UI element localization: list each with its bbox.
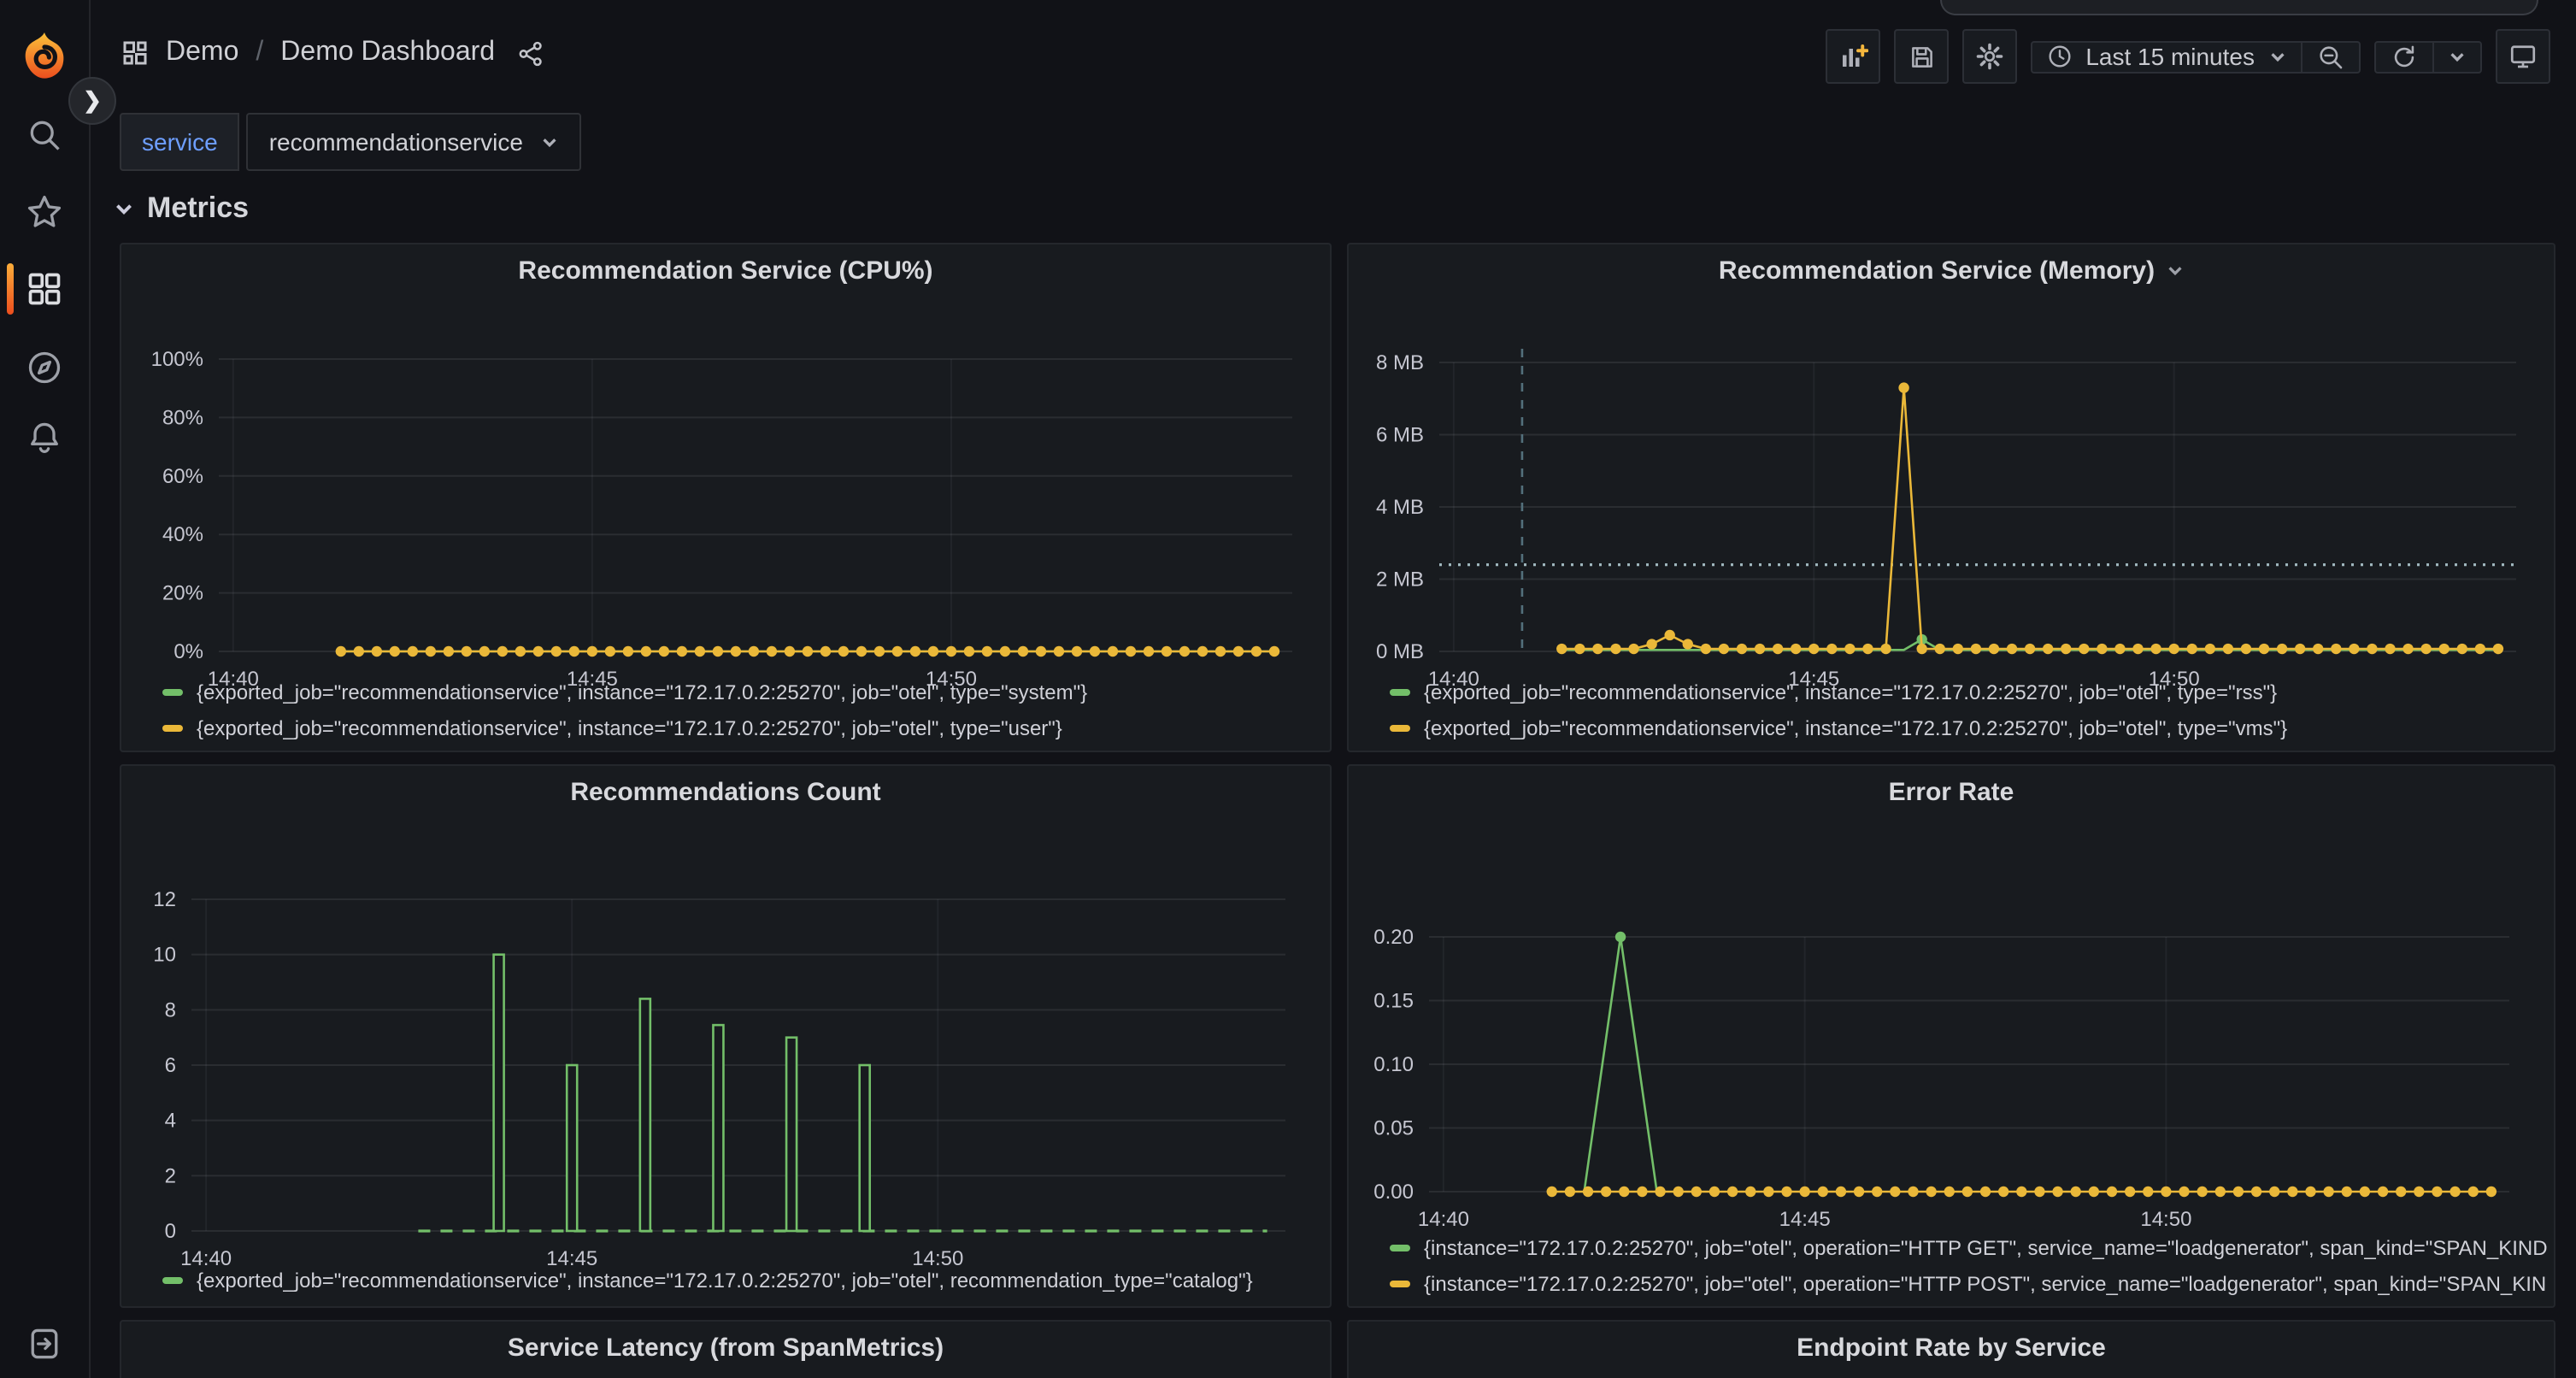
panel-endpoint-rate: Endpoint Rate by Service: [1347, 1320, 2555, 1378]
svg-text:10: 10: [153, 944, 176, 967]
svg-text:0.00: 0.00: [1373, 1181, 1414, 1204]
dashboard-toolbar: Last 15 minutes: [1826, 29, 2550, 84]
svg-text:80%: 80%: [162, 406, 203, 429]
dashboard-settings-gear-icon[interactable]: [1962, 29, 2017, 84]
panel-title[interactable]: Endpoint Rate by Service: [1349, 1334, 2554, 1363]
memory-chart[interactable]: 0 MB2 MB4 MB6 MB8 MB14:4014:4514:50: [1350, 296, 2552, 703]
panel-legend: {exported_job="recommendationservice", i…: [162, 674, 1323, 745]
legend-item[interactable]: {exported_job="recommendationservice", i…: [162, 674, 1323, 710]
panel-cpu: Recommendation Service (CPU%) 0% 20% 40% 60…: [120, 243, 1332, 752]
svg-text:40%: 40%: [162, 523, 203, 546]
svg-text:20%: 20%: [162, 582, 203, 605]
legend-item[interactable]: {instance="172.17.0.2:25270", job="otel"…: [1390, 1229, 2547, 1265]
chevron-down-icon: [2448, 47, 2467, 66]
breadcrumb-section[interactable]: Demo: [166, 38, 238, 68]
section-title: Metrics: [147, 191, 249, 226]
panel-title[interactable]: Recommendation Service (CPU%): [121, 256, 1330, 286]
breadcrumb-page[interactable]: Demo Dashboard: [280, 38, 495, 68]
variable-selected-value: recommendationservice: [269, 128, 523, 156]
svg-text:4 MB: 4 MB: [1376, 496, 1424, 519]
star-icon[interactable]: [26, 193, 63, 231]
time-range-picker[interactable]: Last 15 minutes: [2032, 42, 2301, 71]
grafana-logo[interactable]: [19, 31, 70, 82]
chevron-down-icon: [540, 132, 559, 151]
variable-value-dropdown[interactable]: recommendationservice: [247, 113, 581, 171]
dashboard-grid-icon: [120, 38, 150, 68]
breadcrumb: Demo / Demo Dashboard: [120, 38, 544, 68]
svg-text:6 MB: 6 MB: [1376, 424, 1424, 447]
panel-title[interactable]: Recommendation Service (Memory): [1349, 256, 2554, 286]
active-section-indicator: [7, 263, 14, 315]
metrics-section-header[interactable]: Metrics: [113, 191, 249, 226]
svg-text:60%: 60%: [162, 465, 203, 488]
legend-item[interactable]: {instance="172.17.0.2:25270", job="otel"…: [1390, 1265, 2547, 1301]
legend-item[interactable]: {exported_job="recommendationservice", i…: [1390, 674, 2547, 710]
panel-legend: {exported_job="recommendationservice", i…: [1390, 674, 2547, 745]
panel-legend: {instance="172.17.0.2:25270", job="otel"…: [1390, 1229, 2547, 1301]
explore-compass-icon[interactable]: [26, 349, 63, 386]
svg-text:100%: 100%: [151, 348, 203, 371]
legend-item[interactable]: {exported_job="recommendationservice", i…: [162, 1262, 1323, 1298]
svg-text:14:40: 14:40: [1418, 1208, 1469, 1231]
panel-service-latency: Service Latency (from SpanMetrics): [120, 1320, 1332, 1378]
share-icon[interactable]: [515, 38, 544, 68]
svg-text:0.15: 0.15: [1373, 990, 1414, 1013]
chevron-down-icon: [2268, 47, 2287, 66]
dashboards-icon[interactable]: [26, 270, 63, 308]
save-dashboard-button[interactable]: [1894, 29, 1949, 84]
sign-in-icon[interactable]: [26, 1325, 63, 1363]
cpu-chart[interactable]: 0%20%40%60%80%100%14:4014:4514:50: [123, 296, 1328, 703]
zoom-out-time-button[interactable]: [2301, 42, 2359, 71]
svg-text:0.20: 0.20: [1373, 926, 1414, 949]
panel-title[interactable]: Error Rate: [1349, 778, 2554, 807]
panel-recommendations-count: Recommendations Count 02468101214:4014:4…: [120, 764, 1332, 1308]
alerting-bell-icon[interactable]: [26, 419, 63, 456]
svg-text:2: 2: [165, 1164, 176, 1187]
time-range-group: Last 15 minutes: [2031, 40, 2361, 73]
panel-title[interactable]: Recommendations Count: [121, 778, 1330, 807]
kiosk-tv-mode-button[interactable]: [2496, 29, 2550, 84]
panel-legend: {exported_job="recommendationservice", i…: [162, 1262, 1323, 1298]
svg-text:0.05: 0.05: [1373, 1117, 1414, 1140]
variable-label: service: [120, 113, 240, 171]
template-variables-row: service recommendationservice: [120, 113, 581, 171]
browser-overlay-edge: [1940, 0, 2538, 15]
svg-text:14:45: 14:45: [1779, 1208, 1831, 1231]
svg-text:8: 8: [165, 998, 176, 1022]
panel-menu-chevron-icon[interactable]: [2165, 262, 2184, 280]
panel-title[interactable]: Service Latency (from SpanMetrics): [121, 1334, 1330, 1363]
svg-text:0 MB: 0 MB: [1376, 640, 1424, 663]
refresh-interval-dropdown[interactable]: [2432, 42, 2480, 71]
clock-icon: [2046, 43, 2073, 70]
error-rate-chart[interactable]: 0.00 0.05 0.10 0.15 0.20 14:40 14:45 14:50: [1350, 817, 2552, 1241]
search-icon[interactable]: [26, 116, 63, 154]
legend-item[interactable]: {exported_job="recommendationservice", i…: [1390, 710, 2547, 745]
time-range-label: Last 15 minutes: [2085, 43, 2255, 70]
svg-text:4: 4: [165, 1110, 176, 1133]
svg-text:6: 6: [165, 1054, 176, 1077]
svg-text:14:50: 14:50: [2140, 1208, 2191, 1231]
panel-error-rate: Error Rate 0.00 0.05 0.10 0.15 0.20 14:40 14:4…: [1347, 764, 2555, 1308]
svg-text:8 MB: 8 MB: [1376, 351, 1424, 374]
svg-text:2 MB: 2 MB: [1376, 568, 1424, 592]
sidebar: [0, 0, 91, 1378]
refresh-group: [2374, 40, 2482, 73]
sidebar-expand-button[interactable]: ❯: [68, 77, 116, 125]
chevron-down-icon: [113, 197, 135, 220]
panel-memory: Recommendation Service (Memory) 0 MB 2 MB…: [1347, 243, 2555, 752]
refresh-button[interactable]: [2376, 42, 2432, 71]
grafana-dashboard: ❯ Demo / Demo Dashboard Last 15 m: [0, 0, 2576, 1378]
svg-text:12: 12: [153, 888, 176, 911]
svg-text:0.10: 0.10: [1373, 1053, 1414, 1076]
add-panel-button[interactable]: [1826, 29, 1880, 84]
breadcrumb-separator: /: [256, 38, 263, 68]
legend-item[interactable]: {exported_job="recommendationservice", i…: [162, 710, 1323, 745]
recommendations-count-chart[interactable]: 02468101214:4014:4514:50: [123, 817, 1328, 1275]
svg-text:0%: 0%: [173, 640, 203, 663]
svg-text:0: 0: [165, 1220, 176, 1243]
